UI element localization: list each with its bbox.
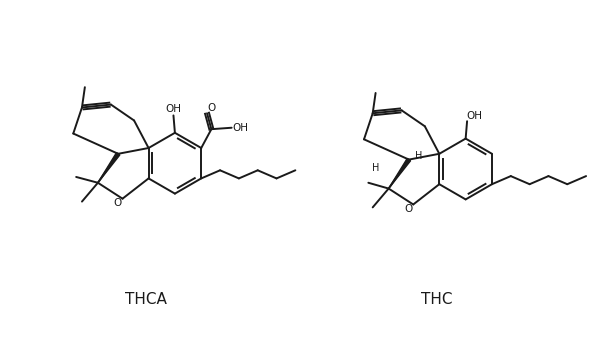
Text: O: O xyxy=(404,204,412,214)
Text: H: H xyxy=(372,163,379,173)
Text: OH: OH xyxy=(166,104,181,114)
Text: OH: OH xyxy=(466,111,482,121)
Text: THC: THC xyxy=(421,292,452,307)
Text: THCA: THCA xyxy=(125,292,167,307)
Polygon shape xyxy=(389,159,410,189)
Text: O: O xyxy=(207,103,215,113)
Text: OH: OH xyxy=(232,123,248,133)
Polygon shape xyxy=(98,153,120,183)
Text: H: H xyxy=(415,151,423,161)
Text: O: O xyxy=(113,198,121,208)
